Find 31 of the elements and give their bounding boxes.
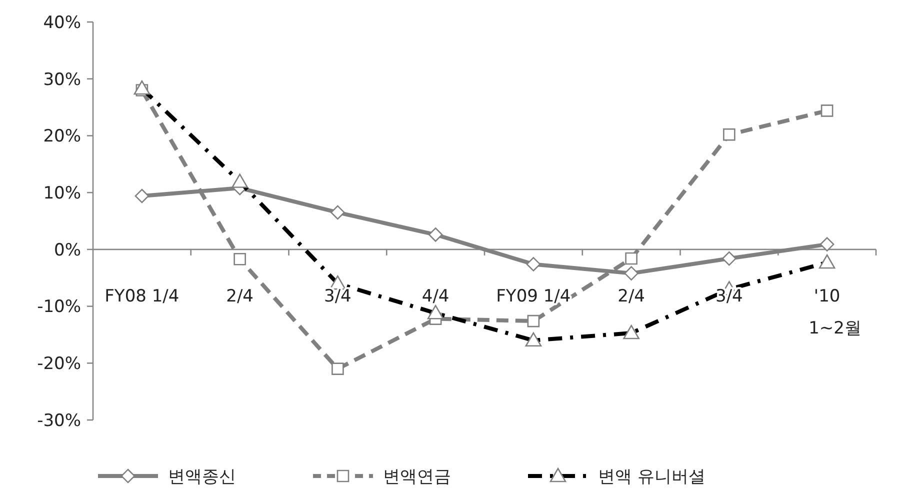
x-tick-label: 2/4 xyxy=(618,286,645,306)
y-tick-label: 30% xyxy=(43,70,81,90)
point xyxy=(134,188,150,204)
point xyxy=(527,314,540,328)
point xyxy=(332,362,344,375)
x-tick-label: 2/4 xyxy=(226,286,254,306)
x-tick-label: FY09 1/4 xyxy=(496,286,571,306)
legend-label: 변액연금 xyxy=(383,466,451,487)
point xyxy=(722,251,736,266)
point xyxy=(820,104,834,117)
point xyxy=(624,266,638,280)
point xyxy=(820,237,834,252)
x-tick-label: 4/4 xyxy=(422,286,450,306)
y-tick-label: 10% xyxy=(43,184,81,204)
point xyxy=(428,227,443,242)
point xyxy=(526,257,541,272)
y-tick-label: 40% xyxy=(43,12,81,33)
point xyxy=(330,205,345,220)
point xyxy=(625,252,638,265)
y-tick-label: -30% xyxy=(37,410,81,431)
point xyxy=(234,252,246,266)
y-tick-label: 20% xyxy=(43,126,81,147)
legend-label: 변액종신 xyxy=(168,466,236,487)
y-tick-label: -10% xyxy=(37,297,81,318)
y-tick-label: -20% xyxy=(37,354,81,374)
point xyxy=(723,128,736,141)
legend-label: 변액 유니버셜 xyxy=(598,466,706,487)
x-tick-label: FY08 1/4 xyxy=(104,286,180,306)
x-tick-label: '10 1~2월 xyxy=(808,286,862,339)
y-tick-label: 0% xyxy=(54,240,81,260)
x-tick-label: 3/4 xyxy=(324,286,352,306)
